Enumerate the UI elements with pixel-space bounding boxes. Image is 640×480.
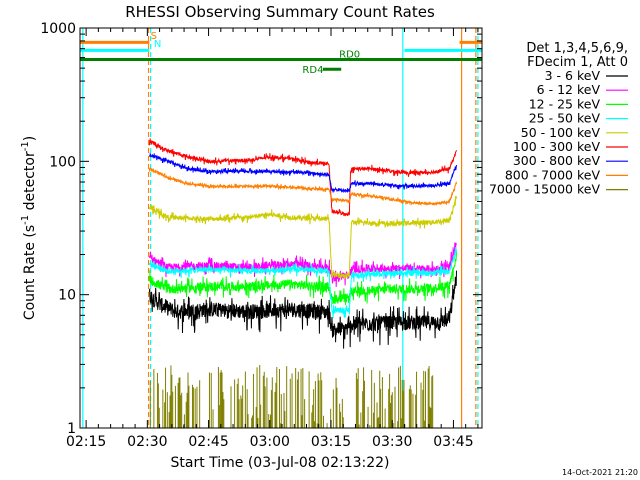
legend-label: 3 - 6 keV	[545, 68, 601, 83]
legend-header-2: FDecim 1, Att 0	[527, 55, 628, 70]
annotation-n: N	[154, 39, 161, 50]
annotation-s: S	[151, 31, 157, 42]
plot-frame	[79, 27, 483, 429]
x-tick-label: 03:00	[250, 434, 290, 450]
annotation-rd0: RD0	[339, 50, 360, 61]
series-25-50-kev	[149, 247, 457, 319]
series-100-300-kev	[148, 138, 457, 217]
series-3-6-kev	[148, 270, 457, 349]
y-tick-label: 10	[58, 288, 76, 304]
legend-header-1: Det 1,3,4,5,6,9,	[526, 41, 628, 56]
y-tick-label: 100	[49, 154, 76, 170]
y-tick-label: 1	[67, 421, 76, 437]
series-7000-15000-kev-spikes	[149, 365, 434, 428]
timestamp: 14-Oct-2021 21:20	[562, 468, 638, 477]
x-tick-label: 02:45	[188, 434, 228, 450]
x-tick-label: 03:15	[311, 434, 351, 450]
series-50-100-kev	[148, 195, 457, 280]
x-tick-label: 02:30	[127, 434, 167, 450]
x-axis: 02:15 02:30 02:45 03:00 03:15 03:30 03:45	[66, 28, 479, 450]
legend-label: 50 - 100 keV	[521, 125, 601, 140]
y-axis: 1 10 100 1000	[40, 21, 482, 437]
chart-title: RHESSI Observing Summary Count Rates	[125, 3, 435, 21]
legend-label: 800 - 7000 keV	[505, 167, 601, 182]
x-tick-label: 03:45	[433, 434, 473, 450]
series-800-7000-kev	[148, 167, 457, 207]
x-axis-label: Start Time (03-Jul-08 02:13:22)	[170, 455, 389, 471]
legend-label: 6 - 12 keV	[537, 82, 601, 97]
legend-label: 300 - 800 keV	[513, 153, 601, 168]
x-tick-label: 03:30	[372, 434, 412, 450]
series-300-800-kev	[148, 152, 457, 194]
annotation-rd4: RD4	[302, 65, 323, 76]
legend-label: 7000 - 15000 keV	[489, 182, 600, 197]
legend-label: 12 - 25 keV	[529, 96, 601, 111]
series-12-25-kev	[148, 251, 457, 306]
y-axis-label: Count Rate (s-1 detector-1)	[20, 136, 38, 320]
y-tick-label: 1000	[40, 21, 76, 37]
x-tick-label: 02:15	[66, 434, 106, 450]
legend-label: 25 - 50 keV	[529, 111, 601, 126]
legend-label: 100 - 300 keV	[513, 139, 601, 154]
legend: Det 1,3,4,5,6,9, FDecim 1, Att 0 3 - 6 k…	[489, 41, 628, 197]
